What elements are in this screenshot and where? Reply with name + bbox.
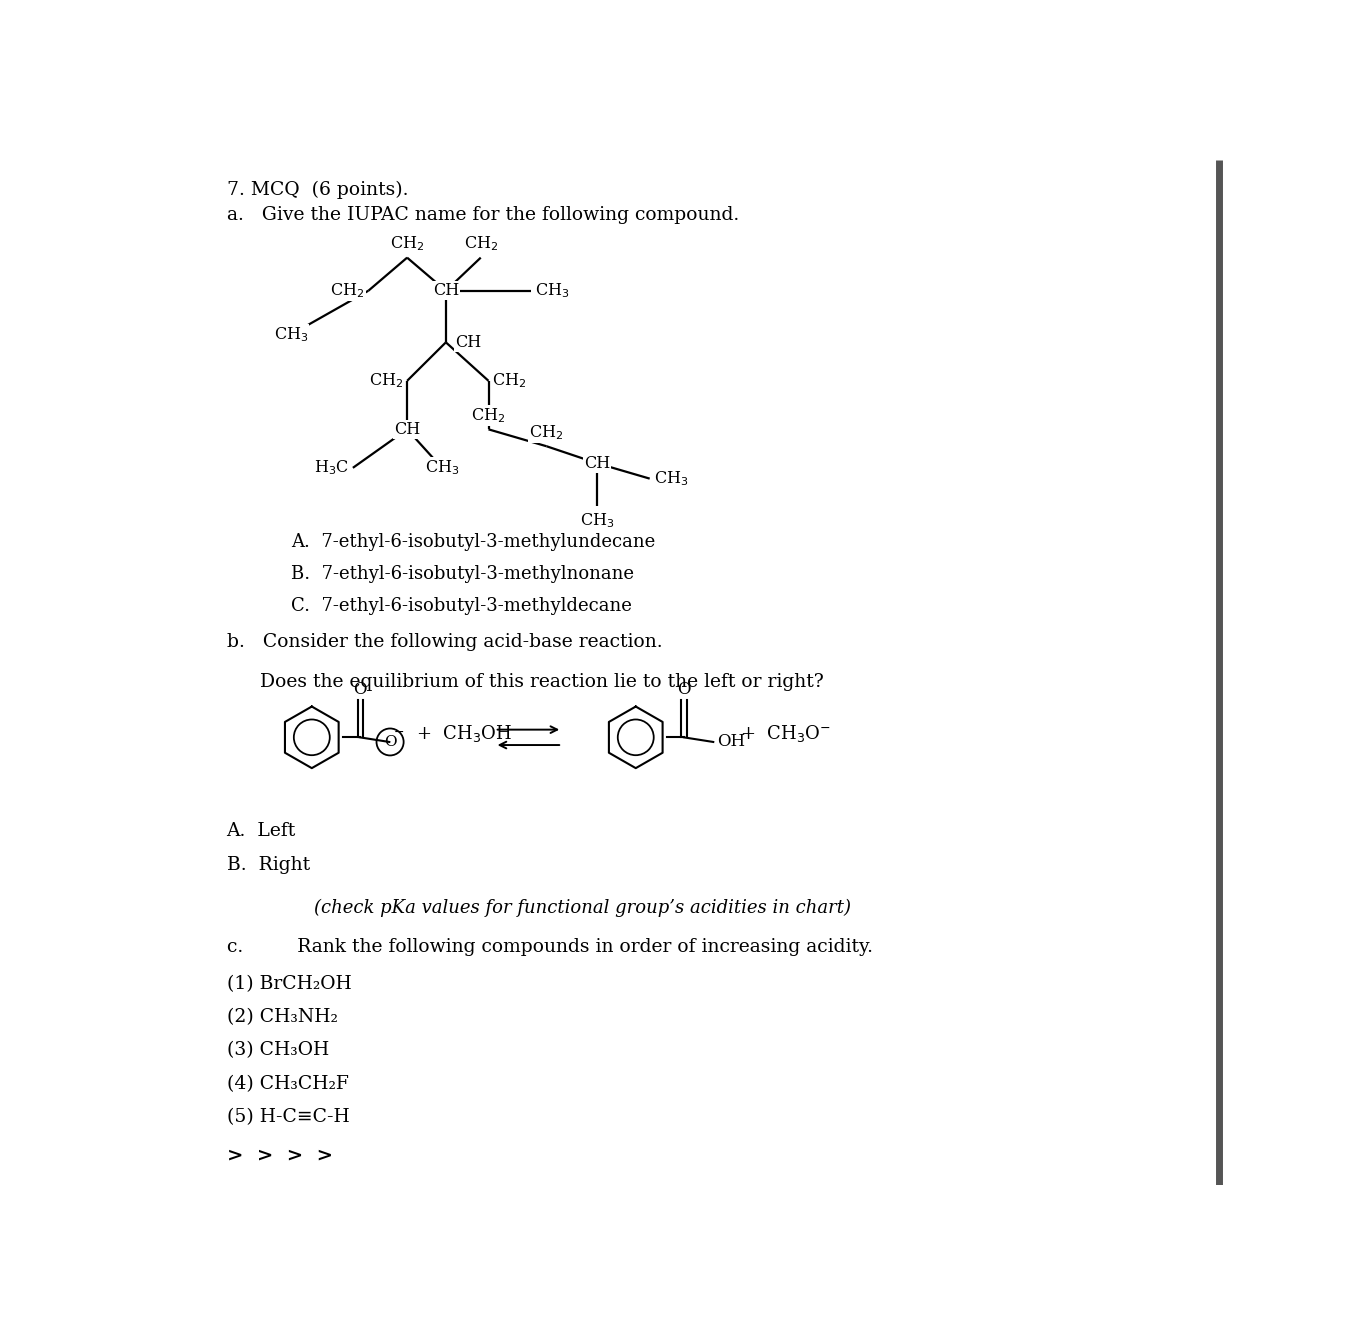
Text: (5) H-C≡C-H: (5) H-C≡C-H — [227, 1108, 350, 1126]
Text: OH: OH — [717, 733, 746, 750]
Text: O: O — [678, 681, 691, 698]
Text: CH$_3$: CH$_3$ — [535, 281, 570, 300]
Text: c.         Rank the following compounds in order of increasing acidity.: c. Rank the following compounds in order… — [227, 938, 873, 955]
Text: CH$_3$: CH$_3$ — [579, 511, 615, 530]
Text: O: O — [384, 735, 396, 749]
Text: Does the equilibrium of this reaction lie to the left or right?: Does the equilibrium of this reaction li… — [260, 674, 824, 691]
Text: +  CH$_3$O$^{-}$: + CH$_3$O$^{-}$ — [739, 723, 831, 745]
Text: CH: CH — [583, 454, 611, 472]
Text: CH$_2$: CH$_2$ — [331, 281, 365, 300]
Text: (2) CH₃NH₂: (2) CH₃NH₂ — [227, 1008, 337, 1027]
Text: CH: CH — [455, 334, 481, 350]
Text: CH: CH — [433, 282, 459, 300]
Text: CH: CH — [393, 421, 421, 438]
Text: b.   Consider the following acid-base reaction.: b. Consider the following acid-base reac… — [227, 634, 663, 651]
Text: CH$_2$: CH$_2$ — [369, 372, 403, 390]
Text: −: − — [395, 726, 404, 738]
Text: +  CH$_3$OH: + CH$_3$OH — [415, 723, 512, 745]
Text: B.  Right: B. Right — [227, 856, 310, 874]
Text: (check pKa values for functional group’s acidities in chart): (check pKa values for functional group’s… — [314, 899, 851, 918]
Text: a.   Give the IUPAC name for the following compound.: a. Give the IUPAC name for the following… — [227, 206, 739, 224]
Text: 7. MCQ  (6 points).: 7. MCQ (6 points). — [227, 181, 408, 198]
Text: (4) CH₃CH₂F: (4) CH₃CH₂F — [227, 1075, 348, 1092]
Text: B.  7-ethyl-6-isobutyl-3-methylnonane: B. 7-ethyl-6-isobutyl-3-methylnonane — [291, 565, 634, 583]
Text: H$_3$C: H$_3$C — [314, 458, 348, 477]
Text: CH$_2$: CH$_2$ — [492, 372, 527, 390]
Text: >  >  >  >: > > > > — [227, 1147, 332, 1166]
Text: CH$_2$: CH$_2$ — [389, 234, 425, 253]
Text: (3) CH₃OH: (3) CH₃OH — [227, 1042, 329, 1059]
Text: CH$_2$: CH$_2$ — [530, 424, 564, 442]
Text: (1) BrCH₂OH: (1) BrCH₂OH — [227, 975, 351, 994]
Text: A.  7-ethyl-6-isobutyl-3-methylundecane: A. 7-ethyl-6-isobutyl-3-methylundecane — [291, 533, 656, 550]
Text: CH$_3$: CH$_3$ — [425, 458, 459, 477]
Text: O: O — [352, 681, 366, 698]
Text: CH$_2$: CH$_2$ — [463, 234, 499, 253]
Text: CH$_2$: CH$_2$ — [471, 406, 505, 425]
Text: CH$_3$: CH$_3$ — [653, 469, 688, 488]
Text: C.  7-ethyl-6-isobutyl-3-methyldecane: C. 7-ethyl-6-isobutyl-3-methyldecane — [291, 597, 631, 615]
Text: CH$_3$: CH$_3$ — [273, 325, 309, 344]
Text: A.  Left: A. Left — [227, 822, 296, 840]
